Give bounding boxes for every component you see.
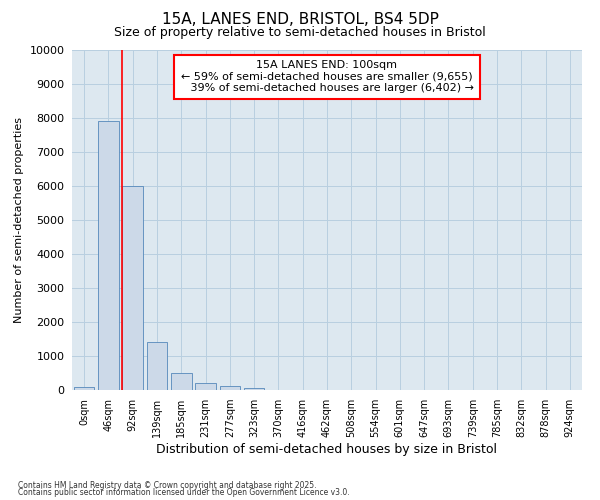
Bar [171,373,191,390]
Text: Contains public sector information licensed under the Open Government Licence v3: Contains public sector information licen… [18,488,350,497]
Bar [244,388,265,390]
X-axis label: Distribution of semi-detached houses by size in Bristol: Distribution of semi-detached houses by … [157,442,497,456]
Bar [74,386,94,390]
Bar [98,122,119,390]
Bar [146,342,167,390]
Text: 15A LANES END: 100sqm
← 59% of semi-detached houses are smaller (9,655)
   39% o: 15A LANES END: 100sqm ← 59% of semi-deta… [180,60,474,94]
Text: 15A, LANES END, BRISTOL, BS4 5DP: 15A, LANES END, BRISTOL, BS4 5DP [161,12,439,28]
Text: Contains HM Land Registry data © Crown copyright and database right 2025.: Contains HM Land Registry data © Crown c… [18,480,317,490]
Text: Size of property relative to semi-detached houses in Bristol: Size of property relative to semi-detach… [114,26,486,39]
Y-axis label: Number of semi-detached properties: Number of semi-detached properties [14,117,24,323]
Bar [122,186,143,390]
Bar [220,386,240,390]
Bar [195,382,216,390]
